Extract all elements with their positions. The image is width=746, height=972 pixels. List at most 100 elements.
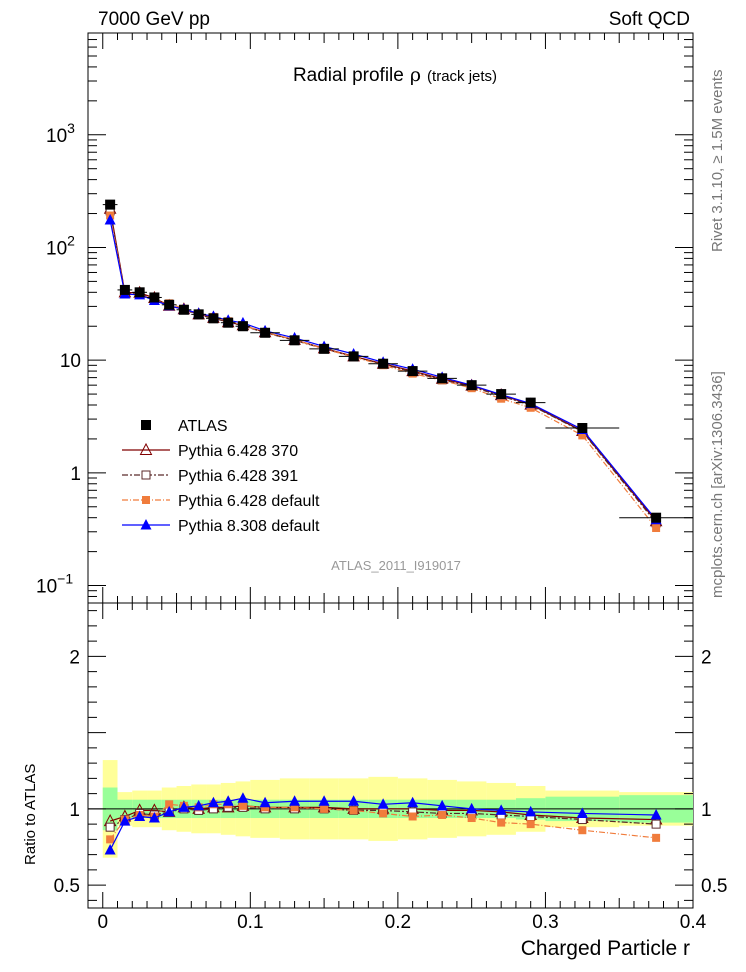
main-axis-ticks: 10−1 1 10 102 103 (36, 32, 694, 604)
data-marker (407, 366, 418, 377)
mc-marker (407, 796, 419, 808)
y-tick-label: 103 (46, 120, 75, 147)
y-tick-label: 10−1 (36, 571, 73, 598)
mc-marker (466, 802, 478, 814)
mc-marker (237, 792, 249, 803)
plot-title-symbol: ρ (410, 64, 421, 86)
x-axis-label: Charged Particle r (521, 937, 690, 960)
mc-marker (165, 800, 174, 809)
mc-marker (134, 810, 146, 821)
mc-marker (318, 795, 330, 806)
data-marker (193, 309, 204, 320)
ratio-y-tick-label: 1 (69, 800, 80, 821)
ratio-y-tick-label: 0.5 (54, 876, 80, 897)
mc-marker (525, 805, 537, 817)
header-energy-label: 7000 GeV pp (98, 9, 210, 30)
data-marker (149, 292, 160, 303)
plot-title-sub: (track jets) (427, 68, 497, 85)
ratio-series-line (109, 806, 657, 828)
ratio-y-tick-label: 2 (69, 647, 80, 668)
mc-marker (650, 808, 662, 820)
data-marker (237, 321, 248, 332)
ratio-y-tick-label-right: 0.5 (701, 876, 727, 897)
mc-marker (119, 815, 131, 826)
series-line (109, 219, 657, 521)
mc-marker (651, 819, 661, 829)
mc-marker (140, 519, 152, 530)
y-tick-label: 102 (46, 232, 75, 259)
mc-marker (261, 803, 270, 812)
mc-marker (438, 810, 447, 819)
x-tick-label: 0.1 (237, 912, 263, 933)
data-marker (289, 335, 300, 346)
mc-marker (578, 826, 587, 835)
ratio-series-line (109, 805, 657, 822)
data-marker (223, 317, 234, 328)
data-marker (134, 287, 145, 298)
data-marker (525, 397, 536, 408)
mc-marker (207, 796, 219, 808)
y-tick-label: 1 (70, 464, 81, 485)
main-plot-series (102, 199, 693, 533)
mc-marker (495, 804, 507, 815)
series-line (109, 215, 657, 529)
mc-marker (377, 798, 389, 809)
data-marker (437, 373, 448, 384)
data-marker (319, 343, 330, 354)
mc-marker (148, 812, 160, 823)
mc-marker (290, 803, 299, 812)
legend-marker (141, 420, 151, 430)
mcplots-info-label: mcplots.cern.ch [arXiv:1306.3436] (709, 371, 726, 598)
header-category-label: Soft QCD (609, 9, 690, 30)
mc-marker (193, 799, 205, 811)
data-marker (466, 380, 477, 391)
mc-marker (408, 812, 417, 821)
mc-marker (652, 524, 661, 533)
mc-marker (320, 804, 329, 813)
x-tick-label: 0.3 (532, 912, 558, 933)
data-marker (651, 512, 662, 523)
mc-marker (178, 801, 190, 812)
ratio-plot-frame (87, 602, 694, 909)
x-tick-label: 0 (97, 912, 108, 933)
plot-title-main: Radial profile (293, 65, 404, 86)
data-marker (496, 389, 507, 400)
mc-marker (652, 833, 661, 842)
plot-title: Radial profile ρ (track jets) (293, 64, 497, 86)
x-tick-label: 0.2 (385, 912, 411, 933)
legend-label: Pythia 6.428 391 (178, 468, 298, 485)
mc-marker (104, 214, 116, 225)
ratio-y-axis-label: Ratio to ATLAS (22, 764, 39, 865)
mc-marker (379, 809, 388, 818)
data-marker (105, 199, 116, 210)
data-marker (178, 304, 189, 315)
mc-marker (222, 795, 234, 806)
mc-marker (526, 820, 535, 829)
ratio-y-tick-label-right: 2 (701, 647, 712, 668)
mc-marker (139, 442, 153, 455)
data-marker (260, 327, 271, 338)
mc-marker (105, 822, 115, 832)
x-tick-label: 0.4 (680, 912, 707, 933)
data-marker (577, 423, 588, 434)
data-marker (119, 284, 130, 295)
analysis-label: ATLAS_2011_I919017 (331, 558, 461, 573)
legend: ATLAS Pythia 6.428 370 Pythia 6.428 391 Pyt… (122, 418, 320, 535)
mc-marker (289, 795, 301, 806)
data-marker (208, 313, 219, 324)
mc-marker (141, 470, 151, 480)
ratio-plot-series (103, 792, 663, 855)
mc-marker (163, 805, 175, 817)
legend-label: Pythia 8.308 default (178, 518, 320, 535)
mc-marker (497, 818, 506, 827)
ratio-axis-ticks: 0 0.1 0.2 0.3 0.4 0.5 0.5 1 1 2 2 (54, 603, 727, 933)
mc-marker (104, 844, 116, 855)
data-marker (348, 351, 359, 362)
ratio-y-tick-label-right: 1 (701, 800, 712, 821)
mc-marker (436, 799, 448, 811)
data-marker (378, 358, 389, 369)
legend-label: ATLAS (178, 418, 228, 435)
mc-marker (259, 796, 271, 808)
mc-marker (238, 801, 247, 810)
rivet-info-label: Rivet 3.1.10, ≥ 1.5M events (709, 70, 726, 253)
